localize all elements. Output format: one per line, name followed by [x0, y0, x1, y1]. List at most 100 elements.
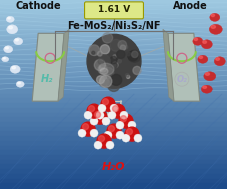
Circle shape — [99, 75, 111, 88]
Circle shape — [98, 55, 110, 67]
Circle shape — [126, 52, 130, 56]
Text: Fe-MoS₂/Ni₃S₂/NF: Fe-MoS₂/Ni₃S₂/NF — [67, 21, 160, 31]
Circle shape — [102, 33, 112, 43]
Circle shape — [115, 36, 126, 47]
Bar — [0, 46, 227, 52]
Ellipse shape — [7, 17, 10, 19]
Circle shape — [127, 121, 135, 129]
Bar — [0, 42, 227, 48]
Circle shape — [118, 40, 126, 49]
Bar — [0, 113, 227, 118]
Circle shape — [100, 45, 109, 54]
Circle shape — [112, 106, 118, 112]
Circle shape — [128, 50, 140, 62]
Ellipse shape — [2, 57, 9, 62]
Circle shape — [124, 127, 138, 141]
Ellipse shape — [3, 57, 5, 59]
Bar — [0, 169, 227, 175]
Ellipse shape — [205, 73, 209, 75]
Ellipse shape — [209, 13, 219, 21]
Bar — [0, 61, 227, 66]
Polygon shape — [32, 33, 64, 101]
Bar — [0, 98, 227, 104]
Bar — [0, 183, 227, 189]
Ellipse shape — [213, 57, 224, 66]
Circle shape — [131, 51, 137, 57]
Ellipse shape — [4, 46, 13, 53]
Circle shape — [120, 116, 126, 122]
Bar — [0, 0, 227, 5]
Ellipse shape — [12, 67, 15, 69]
Ellipse shape — [192, 37, 202, 45]
Circle shape — [91, 51, 94, 54]
Ellipse shape — [98, 63, 114, 75]
Bar — [0, 131, 227, 137]
Ellipse shape — [15, 39, 18, 41]
Circle shape — [110, 74, 121, 85]
Circle shape — [100, 56, 108, 64]
Circle shape — [111, 104, 124, 118]
Ellipse shape — [5, 47, 8, 49]
Bar — [0, 23, 227, 29]
Bar — [0, 160, 227, 165]
Circle shape — [102, 99, 108, 105]
Text: 1.61 V: 1.61 V — [97, 5, 130, 14]
Circle shape — [126, 129, 132, 135]
Circle shape — [90, 117, 98, 125]
Bar — [0, 28, 227, 33]
Circle shape — [96, 76, 104, 84]
Bar — [0, 103, 227, 109]
Ellipse shape — [16, 81, 24, 87]
Circle shape — [102, 67, 113, 79]
Circle shape — [97, 51, 102, 56]
Text: H₂O: H₂O — [102, 162, 125, 172]
Bar — [0, 122, 227, 128]
Circle shape — [108, 126, 114, 132]
Bar — [0, 179, 227, 184]
Circle shape — [101, 117, 109, 125]
Ellipse shape — [100, 68, 108, 74]
Text: O₂: O₂ — [176, 75, 186, 84]
Polygon shape — [167, 33, 199, 101]
Circle shape — [96, 111, 104, 119]
Ellipse shape — [210, 25, 215, 28]
Circle shape — [133, 134, 141, 142]
Circle shape — [117, 59, 121, 63]
Circle shape — [84, 111, 92, 119]
Bar — [0, 141, 227, 146]
Bar — [0, 94, 227, 99]
Ellipse shape — [6, 16, 14, 22]
Bar — [0, 70, 227, 76]
Circle shape — [119, 111, 127, 119]
Circle shape — [87, 34, 140, 88]
Circle shape — [107, 79, 119, 91]
Bar — [0, 80, 227, 85]
Bar — [0, 56, 227, 62]
Bar — [0, 174, 227, 180]
Bar — [0, 75, 227, 81]
Ellipse shape — [193, 38, 197, 40]
Ellipse shape — [10, 65, 20, 73]
Bar — [0, 117, 227, 123]
Circle shape — [108, 111, 116, 119]
Circle shape — [97, 134, 111, 148]
Circle shape — [99, 77, 108, 87]
Text: H₂: H₂ — [41, 74, 53, 84]
Ellipse shape — [197, 55, 207, 63]
Ellipse shape — [210, 14, 214, 17]
Circle shape — [121, 134, 129, 142]
Ellipse shape — [203, 72, 215, 81]
Bar — [0, 9, 227, 15]
Ellipse shape — [14, 38, 22, 45]
Circle shape — [98, 136, 104, 142]
Circle shape — [89, 45, 99, 56]
Text: Anode: Anode — [172, 1, 206, 11]
Circle shape — [116, 50, 124, 59]
Ellipse shape — [200, 40, 211, 49]
Bar — [0, 155, 227, 161]
Ellipse shape — [215, 58, 219, 60]
Circle shape — [110, 57, 117, 64]
Circle shape — [106, 141, 114, 149]
Bar — [0, 51, 227, 57]
Ellipse shape — [7, 25, 18, 34]
